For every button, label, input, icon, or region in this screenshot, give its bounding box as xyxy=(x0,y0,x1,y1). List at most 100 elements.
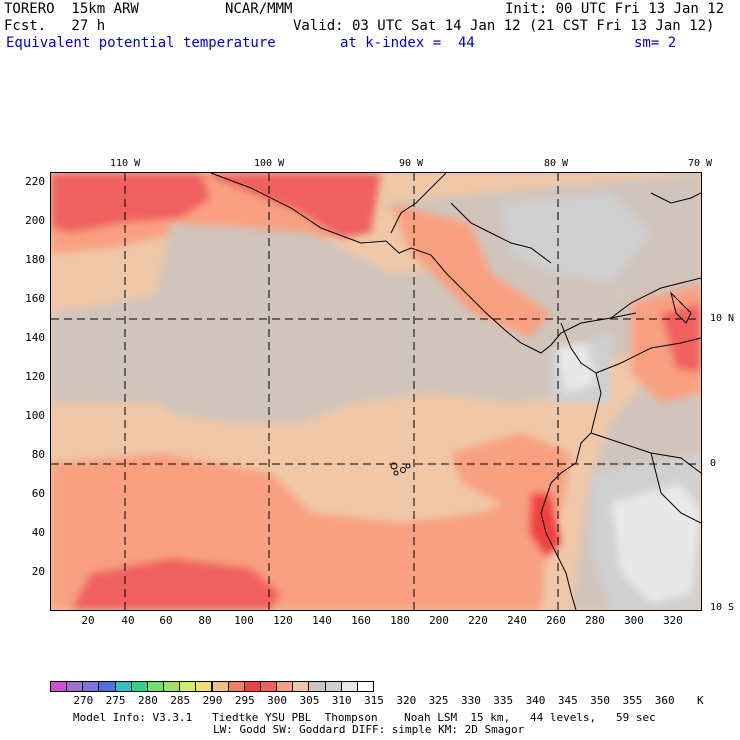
colorbar-swatch xyxy=(211,681,229,692)
colorbar-label: 270 xyxy=(73,694,94,707)
x-grid-label: 200 xyxy=(429,614,449,627)
model-title: TORERO 15km ARW xyxy=(4,1,139,17)
field-patch xyxy=(131,223,611,423)
colorbar-label: 315 xyxy=(364,694,384,707)
y-grid-label: 120 xyxy=(25,370,45,383)
y-grid-label: 80 xyxy=(31,448,45,461)
x-grid-label: 220 xyxy=(468,614,488,627)
level-info: at k-index = 44 xyxy=(340,35,475,51)
y-grid-label: 40 xyxy=(31,526,45,539)
colorbar-unit: K xyxy=(697,694,704,707)
coastline-colombia xyxy=(560,322,602,464)
colorbar-swatch xyxy=(356,681,374,692)
x-grid-label: 320 xyxy=(663,614,683,627)
map-panel xyxy=(50,172,702,611)
forecast-hour: Fcst. 27 h xyxy=(4,18,106,34)
x-grid-label: 160 xyxy=(351,614,371,627)
colorbar-label: 285 xyxy=(170,694,191,707)
field-patch xyxy=(51,173,211,233)
field-patch xyxy=(391,203,551,338)
colorbar-label: 330 xyxy=(460,694,481,707)
colorbar-swatch xyxy=(243,681,261,692)
model-info-line1: Model Info: V3.3.1 Tiedtke YSU PBL Thomp… xyxy=(73,711,656,724)
colorbar-swatch xyxy=(66,681,84,692)
field-patch xyxy=(71,558,281,610)
coastlines xyxy=(210,173,701,610)
island xyxy=(390,462,398,470)
colorbar-label: 275 xyxy=(105,694,126,707)
lat-label-10n: 10 N xyxy=(710,313,735,324)
x-grid-label: 280 xyxy=(585,614,605,627)
coastline-caribbean-north xyxy=(450,202,552,264)
y-grid-label: 140 xyxy=(25,331,45,344)
field-patch xyxy=(501,193,651,283)
colorbar-swatch xyxy=(308,681,326,692)
colorbar-swatch xyxy=(50,681,68,692)
x-grid-label: 100 xyxy=(234,614,254,627)
lon-label-110w: 110 W xyxy=(110,158,141,169)
colorbar-swatch xyxy=(259,681,278,692)
theta-e-field-map xyxy=(51,173,701,610)
x-grid-label: 120 xyxy=(273,614,293,627)
lon-label-90w: 90 W xyxy=(399,158,424,169)
field-patch xyxy=(611,483,701,603)
field-name: Equivalent potential temperature xyxy=(6,35,276,51)
colorbar-label: 345 xyxy=(557,694,578,707)
lon-label-80w: 80 W xyxy=(544,158,569,169)
field-patches xyxy=(51,173,701,610)
colorbar-label: 320 xyxy=(396,694,417,707)
graticule xyxy=(51,173,701,610)
x-grid-label: 60 xyxy=(159,614,173,627)
colorbar-label: 350 xyxy=(590,694,611,707)
lon-label-70w: 70 W xyxy=(688,158,713,169)
colorbar-label: 360 xyxy=(654,694,675,707)
colorbar-swatch xyxy=(179,681,197,692)
field-patch xyxy=(529,493,561,558)
x-grid-label: 80 xyxy=(198,614,212,627)
x-grid-label: 40 xyxy=(121,614,135,627)
y-grid-label: 60 xyxy=(31,487,45,500)
x-grid-label: 300 xyxy=(624,614,644,627)
coastline-yucatan xyxy=(390,173,447,234)
colorbar-swatch xyxy=(130,681,148,692)
colorbar-label: 305 xyxy=(299,694,320,707)
colorbar-swatch xyxy=(195,681,213,692)
coastline-mexico xyxy=(210,173,637,354)
colorbar-label: 340 xyxy=(525,694,546,707)
border-brazil xyxy=(650,452,701,524)
colorbar-swatch xyxy=(227,681,245,692)
colorbar-swatch xyxy=(292,681,310,692)
colorbar-swatch xyxy=(82,681,100,692)
y-grid-label: 200 xyxy=(25,214,45,227)
lake-maracaibo xyxy=(670,291,692,324)
colorbar-label: 335 xyxy=(493,694,514,707)
island xyxy=(393,470,399,476)
y-grid-label: 20 xyxy=(31,565,45,578)
colorbar-swatch xyxy=(340,681,358,692)
x-grid-label: 260 xyxy=(546,614,566,627)
colorbar-swatch xyxy=(114,681,132,692)
colorbar-swatch xyxy=(276,681,294,692)
lat-label-10s: 10 S xyxy=(710,602,735,613)
colorbar-label: 295 xyxy=(234,694,255,707)
y-grid-label: 160 xyxy=(25,292,45,305)
valid-time: Valid: 03 UTC Sat 14 Jan 12 (21 CST Fri … xyxy=(293,18,715,34)
colorbar-label: 355 xyxy=(622,694,643,707)
field-patch xyxy=(201,173,381,238)
model-info-line2: LW: Godd SW: Goddard DIFF: simple KM: 2D… xyxy=(213,723,525,736)
colorbar-swatch xyxy=(163,681,181,692)
colorbar-swatch xyxy=(98,681,116,692)
colorbar-swatch xyxy=(146,681,165,692)
colorbar-label: 290 xyxy=(202,694,223,707)
x-grid-label: 240 xyxy=(507,614,527,627)
coastline-caribbean-islands xyxy=(650,192,701,204)
coastline-ecuador-peru xyxy=(540,462,577,610)
lon-label-100w: 100 W xyxy=(254,158,285,169)
y-grid-label: 100 xyxy=(25,409,45,422)
y-grid-label: 180 xyxy=(25,253,45,266)
coastline-caribbean-south xyxy=(610,277,701,319)
x-grid-label: 180 xyxy=(390,614,410,627)
center-title: NCAR/MMM xyxy=(225,1,293,17)
colorbar-swatch xyxy=(324,681,342,692)
colorbar-label: 280 xyxy=(137,694,158,707)
